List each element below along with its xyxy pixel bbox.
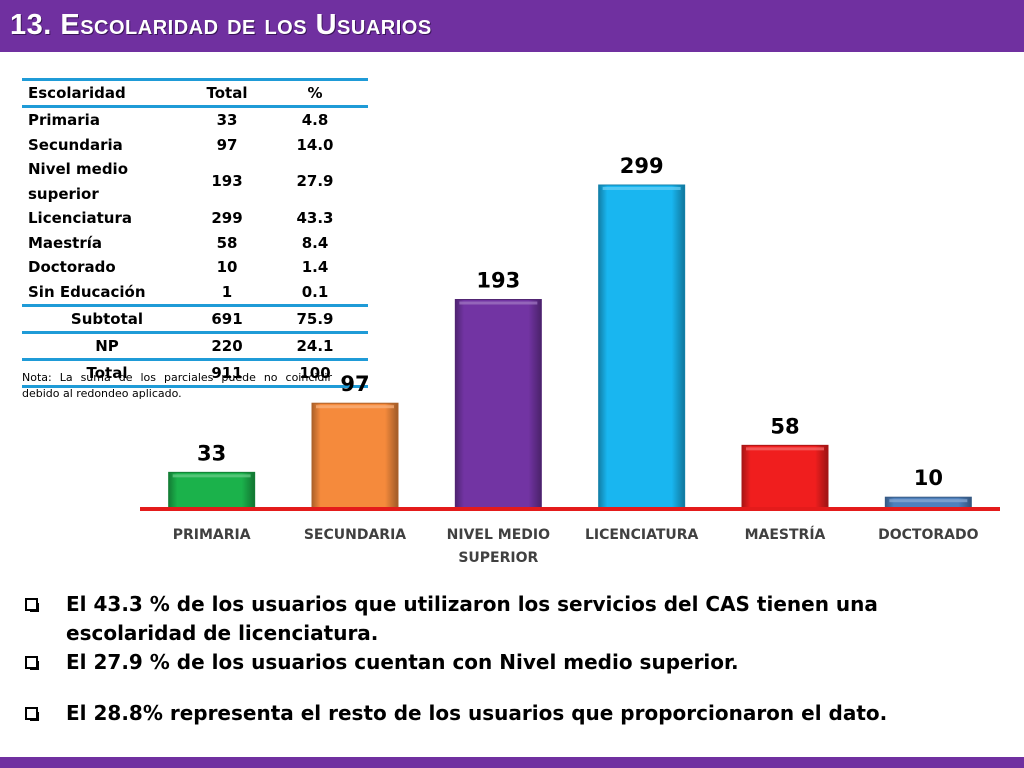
data-label: 97	[340, 372, 369, 396]
cell-percent: 14.0	[296, 135, 334, 154]
x-tick-label: SECUNDARIA	[304, 527, 406, 543]
cell-escolaridad: Nivel medio superior	[28, 160, 128, 203]
summary-bullets: El 43.3 % de los usuarios que utilizaron…	[22, 590, 1012, 728]
x-tick-label: MAESTRÍA	[745, 526, 826, 543]
checkbox-bullet-icon	[25, 707, 39, 721]
footer-bar	[0, 757, 1024, 768]
x-tick-label: SUPERIOR	[458, 550, 538, 566]
escolaridad-bar-chart: 33 PRIMARIA 97 SECUNDARIA 193 NIVEL MEDIO SUPE…	[140, 154, 1000, 566]
cell-escolaridad: Secundaria	[28, 135, 123, 154]
cell-escolaridad: Sin Educación	[28, 282, 146, 301]
table-row: Licenciatura 299 43.3	[22, 206, 368, 231]
bar	[311, 402, 399, 509]
bar-highlight	[889, 499, 968, 503]
summary-row: Total 911 100	[22, 358, 368, 388]
cell-percent: 27.9	[296, 172, 334, 191]
x-tick-label: LICENCIATURA	[585, 527, 699, 543]
cell-escolaridad: Licenciatura	[28, 209, 132, 227]
bar-highlight	[602, 187, 681, 190]
cell-total: 691	[192, 304, 262, 333]
bar-highlight	[172, 474, 251, 478]
cell-total: 58	[216, 233, 238, 252]
bullet-item: El 43.3 % de los usuarios que utilizaron…	[22, 590, 1012, 648]
x-tick-label: NIVEL MEDIO	[447, 527, 550, 543]
title-bar: 13. Escolaridad de los Usuarios	[0, 0, 1024, 52]
table-row: Maestría 58 8.4	[22, 231, 368, 256]
cell-percent: 0.1	[301, 282, 329, 301]
cell-percent: 4.8	[301, 111, 329, 129]
cell-summary-label: Total	[22, 358, 192, 388]
data-label: 299	[620, 154, 664, 178]
cell-percent: 100	[262, 358, 368, 388]
bar	[168, 471, 256, 509]
table-row: Nivel medio superior 193 27.9	[22, 157, 368, 206]
summary-row: NP 220 24.1	[22, 331, 368, 360]
bullet-text: El 43.3 % de los usuarios que utilizaron…	[66, 592, 878, 645]
cell-percent: 24.1	[262, 331, 368, 360]
checkbox-bullet-icon	[25, 656, 39, 670]
x-tick-label: DOCTORADO	[878, 527, 978, 543]
column-header-total: Total	[192, 78, 262, 108]
table-row: Doctorado 10 1.4	[22, 255, 368, 280]
data-label: 10	[914, 466, 943, 490]
table-row: Primaria 33 4.8	[22, 107, 368, 133]
checkbox-bullet-icon	[25, 598, 39, 612]
cell-total: 33	[216, 111, 238, 129]
cell-total: 299	[211, 209, 243, 227]
bar	[884, 496, 972, 509]
cell-percent: 75.9	[262, 304, 368, 333]
cell-percent: 1.4	[301, 258, 329, 276]
cell-escolaridad: Doctorado	[28, 258, 116, 276]
bullet-text: El 27.9 % de los usuarios cuentan con Ni…	[66, 650, 739, 674]
bullet-text: El 28.8% representa el resto de los usua…	[66, 701, 888, 725]
bullet-item: El 28.8% representa el resto de los usua…	[22, 699, 1012, 728]
table-note: Nota: La suma de los parciales puede no …	[22, 371, 332, 400]
cell-escolaridad: Maestría	[28, 233, 102, 252]
cell-total: 220	[192, 331, 262, 360]
bar-highlight	[316, 405, 394, 409]
data-label: 33	[197, 441, 226, 465]
cell-summary-label: Subtotal	[22, 304, 192, 333]
cell-total: 911	[192, 358, 262, 388]
table-row: Secundaria 97 14.0	[22, 133, 368, 158]
column-header-percent: %	[262, 78, 368, 108]
cell-percent: 8.4	[301, 233, 329, 252]
cell-percent: 43.3	[296, 209, 334, 227]
table-header-row: Escolaridad Total %	[22, 78, 368, 108]
x-tick-label: PRIMARIA	[173, 527, 251, 543]
page-title: 13. Escolaridad de los Usuarios	[10, 9, 432, 41]
cell-escolaridad: Primaria	[28, 111, 100, 129]
data-label: 58	[770, 414, 799, 438]
table-row: Sin Educación 1 0.1	[22, 280, 368, 306]
bar-highlight	[459, 301, 538, 305]
data-label: 193	[476, 269, 520, 293]
bar-highlight	[746, 447, 824, 451]
cell-total: 193	[211, 172, 243, 191]
bar	[454, 299, 542, 509]
cell-summary-label: NP	[22, 331, 192, 360]
summary-row: Subtotal 691 75.9	[22, 304, 368, 333]
escolaridad-table: Escolaridad Total % Primaria 33 4.8 Secunda…	[22, 78, 368, 388]
bullet-item: El 27.9 % de los usuarios cuentan con Ni…	[22, 648, 1012, 677]
cell-total: 97	[216, 135, 238, 154]
column-header-escolaridad: Escolaridad	[22, 78, 192, 108]
cell-total: 1	[221, 282, 233, 301]
bar	[741, 444, 829, 509]
cell-total: 10	[216, 258, 238, 276]
bar	[598, 184, 686, 509]
